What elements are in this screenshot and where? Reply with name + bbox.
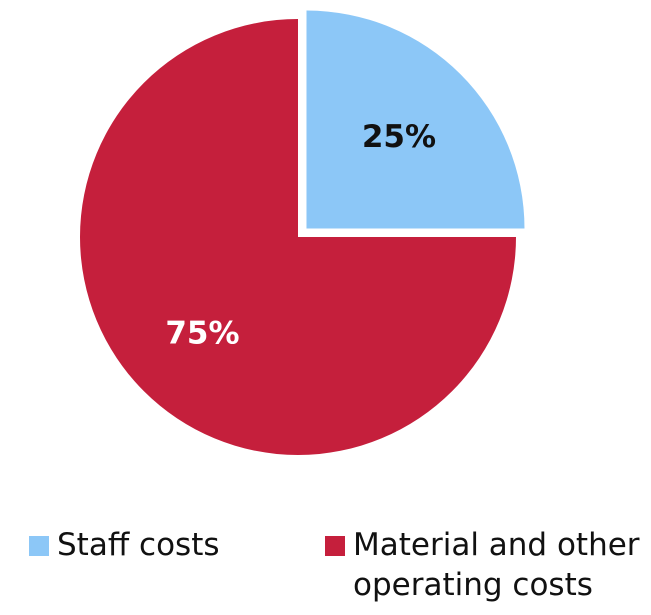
legend-item-material-and-other-operating-costs: Material and other operating costs <box>325 525 645 605</box>
pie-slice-material-and-other-operating-costs <box>80 19 516 455</box>
legend-item-staff-costs: Staff costs <box>29 525 220 565</box>
legend-swatch-staff-costs <box>29 536 49 556</box>
legend-label-material-and-other-operating-costs: Material and other operating costs <box>353 527 640 603</box>
legend-swatch-material-and-other-operating-costs <box>325 536 345 556</box>
pie-data-label-material-and-other-operating-costs: 75% <box>165 316 239 352</box>
pie-data-label-staff-costs: 25% <box>362 119 436 155</box>
legend-label-staff-costs: Staff costs <box>57 527 220 563</box>
legend: Staff costs Material and other operating… <box>0 525 651 615</box>
pie-chart-canvas: 25% 75% <box>80 10 525 455</box>
pie-slice-staff-costs <box>306 10 525 229</box>
